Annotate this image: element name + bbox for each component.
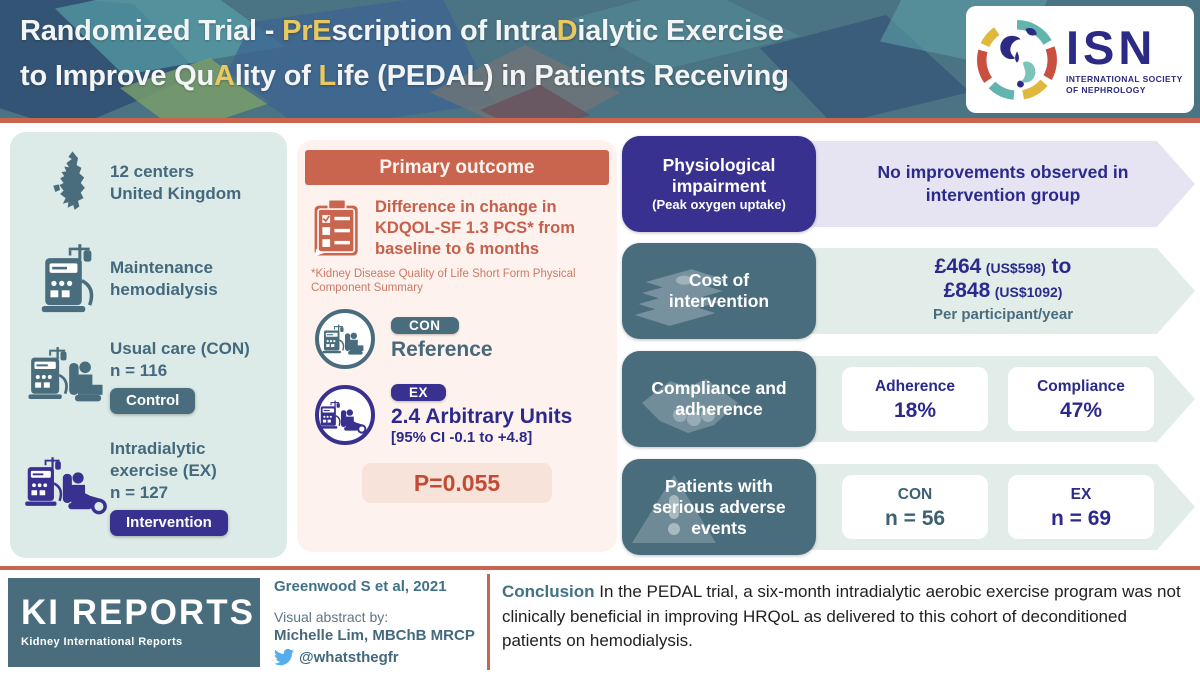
control-badge: Control [110,388,196,414]
isn-wordmark: ISN INTERNATIONAL SOCIETY OF NEPHROLOGY [1066,20,1183,96]
adverse-events-header: Patients with serious adverse events [622,459,816,555]
money-stack-icon [634,269,727,326]
ki-reports-logo: KI REPORTS Kidney International Reports [8,578,260,667]
credit-label: Visual abstract by: [274,609,389,625]
study-row-centers: 12 centers United Kingdom [10,150,287,216]
hemodialysis-text: Maintenance hemodialysis [110,258,218,299]
compliance-card: Compliance 47% [1008,367,1154,431]
ex-adverse-card: EX n = 69 [1008,475,1154,539]
result-row-physiological: No improvements observed in intervention… [622,136,1195,232]
isn-logo-card: ISN INTERNATIONAL SOCIETY OF NEPHROLOGY [966,6,1194,113]
con-group-icon [315,309,375,369]
title-line-1: Randomized Trial - PrEscription of Intra… [20,15,784,47]
cost-header: Cost of intervention [622,243,816,339]
dialysis-patient-icon [24,347,110,405]
citation-text: Greenwood S et al, 2021 [274,578,447,595]
intervention-text: Intradialytic exercise (EX) n = 127 Inte… [110,438,228,536]
intervention-badge: Intervention [110,510,228,536]
con-result-row: CON Reference [297,307,617,371]
exercise-patient-icon [24,456,110,518]
credit-name: Michelle Lim, MBChB MRCP [274,627,475,644]
adherence-card: Adherence 18% [842,367,988,431]
control-text: Usual care (CON) n = 116 Control [110,338,250,414]
clipboard-checklist-icon [314,198,358,257]
ex-result-row: EX 2.4 Arbitrary Units [95% CI -0.1 to +… [297,383,617,447]
ex-group-icon [315,385,375,445]
footer-divider [0,566,1200,570]
primary-outcome-description-row: Difference in change in KDQOL-SF 1.3 PCS… [297,185,617,260]
p-value-box: P=0.055 [362,463,552,503]
credits-block: Greenwood S et al, 2021 Visual abstract … [274,578,482,667]
ki-reports-title: KI REPORTS [21,593,255,632]
isn-logo-icon [977,19,1057,100]
compliance-header: Compliance and adherence [622,351,816,447]
twitter-bird-icon [274,648,294,666]
isn-name: INTERNATIONAL SOCIETY OF NEPHROLOGY [1066,73,1183,95]
study-row-control: Usual care (CON) n = 116 Control [10,338,287,414]
ex-badge: EX [391,384,447,401]
isn-acronym: ISN [1066,20,1157,74]
ex-result: EX 2.4 Arbitrary Units [95% CI -0.1 to +… [391,384,572,446]
study-design-panel: 12 centers United Kingdom Maintenance he… [10,132,287,558]
uk-map-icon [24,150,110,216]
ex-result-ci: [95% CI -0.1 to +4.8] [391,429,533,446]
primary-outcome-header: Primary outcome [305,150,609,185]
footer-vertical-divider [487,574,490,670]
ki-reports-subtitle: Kidney International Reports [21,636,183,648]
result-row-cost: £464 (US$598) to £848 (US$1092) Per part… [622,243,1195,339]
con-result: CON Reference [391,316,493,362]
conclusion-paragraph: Conclusion In the PEDAL trial, a six-mon… [502,580,1190,654]
study-row-hemodialysis: Maintenance hemodialysis [10,244,287,314]
primary-outcome-description: Difference in change in KDQOL-SF 1.3 PCS… [375,198,575,258]
result-row-compliance: Adherence 18% Compliance 47% Compliance … [622,351,1195,447]
dialysis-machine-icon [24,244,110,314]
page-title: Randomized Trial - PrEscription of Intra… [20,9,789,99]
physiological-result-text: No improvements observed in intervention… [877,162,1129,205]
conclusion-text: In the PEDAL trial, a six-month intradia… [502,582,1181,650]
centers-text: 12 centers United Kingdom [110,162,242,203]
twitter-handle[interactable]: @whatsthegfr [299,648,399,666]
study-row-intervention: Intradialytic exercise (EX) n = 127 Inte… [10,438,287,536]
cost-per-participant: Per participant/year [932,306,1074,323]
warning-triangle-icon [632,475,716,543]
conclusion-label: Conclusion [502,582,595,601]
con-result-value: Reference [391,337,493,361]
result-row-adverse-events: CON n = 56 EX n = 69 Patients with serio… [622,459,1195,555]
primary-outcome-panel: Primary outcome Difference in change in … [297,140,617,552]
con-badge: CON [391,316,459,334]
twitter-row: @whatsthegfr [274,647,482,667]
primary-outcome-footnote: *Kidney Disease Quality of Life Short Fo… [311,268,576,294]
con-adverse-card: CON n = 56 [842,475,988,539]
title-line-2: to Improve QuAlity of Life (PEDAL) in Pa… [20,60,789,92]
physiological-header: Physiological impairment (Peak oxygen up… [622,136,816,232]
cost-result-text: £464 (US$598) to £848 (US$1092) Per part… [848,256,1158,326]
handshake-icon [642,379,738,433]
ex-result-value: 2.4 Arbitrary Units [391,405,573,428]
